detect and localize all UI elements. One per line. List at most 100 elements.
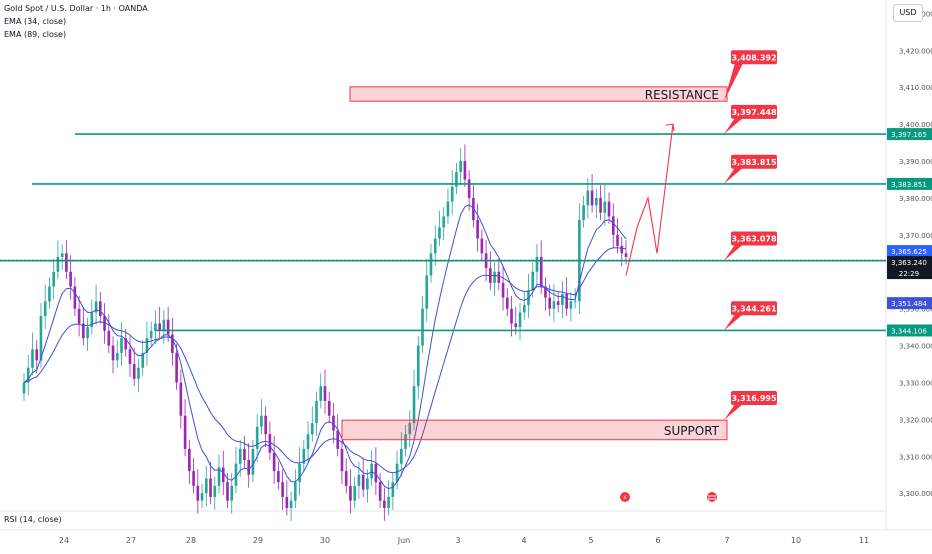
candle (404, 434, 407, 449)
axis-level-tag-text: 3,344.106 (891, 327, 927, 335)
callout-badge-text: 3,408.392 (731, 53, 776, 62)
callout-badge (731, 391, 777, 406)
candle (552, 301, 556, 309)
candle (416, 345, 420, 387)
candle (332, 415, 335, 431)
y-tick-label: 3,390.000 (899, 158, 932, 166)
callout-badge (731, 50, 777, 65)
candle (315, 400, 318, 424)
candle (366, 478, 369, 490)
event-flash-icon[interactable] (620, 492, 630, 502)
candle (361, 474, 365, 490)
axis-level-tag (887, 177, 932, 190)
us-flag-event-icon[interactable] (707, 492, 717, 502)
candle (82, 323, 85, 339)
candle (209, 478, 212, 497)
axis-price-badge (887, 256, 932, 269)
candle (298, 463, 301, 483)
candle (370, 463, 373, 479)
candle (357, 474, 361, 486)
candle (497, 271, 501, 283)
candle (446, 201, 450, 217)
candle (221, 467, 225, 483)
x-tick-label: 4 (521, 536, 526, 545)
candle (408, 423, 412, 435)
callout-badge (731, 301, 777, 316)
candle (162, 319, 166, 331)
callout-badge-text: 3,383.815 (731, 158, 776, 167)
candle (272, 452, 276, 472)
candle (213, 485, 217, 497)
candle (539, 257, 543, 287)
candle (590, 190, 594, 206)
y-tick-label: 3,300.000 (899, 490, 932, 498)
x-tick-label: 5 (588, 536, 593, 545)
candle (616, 234, 619, 246)
axis-level-tag (887, 324, 932, 337)
candle (60, 253, 64, 257)
candle (48, 286, 51, 302)
zone-box (341, 419, 728, 441)
x-tick-label: 10 (791, 536, 801, 545)
candle (531, 271, 535, 291)
y-tick-label: 3,310.000 (899, 453, 932, 461)
candle (425, 275, 429, 309)
candle (467, 179, 471, 198)
candle (52, 271, 55, 287)
ema-89-indicator-label[interactable]: EMA (89, close) (4, 30, 67, 39)
candle (340, 448, 344, 472)
candle (327, 400, 331, 416)
candle (429, 253, 433, 276)
candle (128, 349, 132, 365)
x-tick-label: 30 (320, 536, 330, 545)
candle (196, 485, 200, 501)
candle (111, 345, 115, 361)
candle (226, 482, 229, 501)
candle (204, 478, 208, 494)
candle (268, 434, 272, 453)
ema-34-indicator-label[interactable]: EMA (34, close) (4, 17, 67, 26)
candle (149, 330, 153, 339)
candle (251, 448, 255, 475)
candle (522, 304, 526, 313)
candle (234, 463, 238, 486)
candle (378, 482, 382, 501)
callout-pointer (724, 63, 743, 102)
chart-title: Gold Spot / U.S. Dollar · 1h · OANDA (4, 4, 148, 13)
candle (395, 463, 399, 483)
candle (353, 485, 356, 501)
currency-button[interactable]: USD (893, 4, 923, 22)
candle (132, 364, 136, 379)
candle (624, 253, 628, 257)
axis-level-tag-text: 3,383.851 (891, 181, 927, 189)
candle (455, 172, 458, 187)
rsi-indicator-label[interactable]: RSI (14, close) (4, 515, 62, 524)
callout-pointer (724, 314, 743, 331)
candle (77, 308, 81, 324)
candle (294, 482, 297, 501)
candle (158, 323, 161, 331)
candle (86, 327, 89, 339)
candle (65, 253, 68, 272)
callout-badge-text: 3,344.261 (731, 304, 776, 313)
y-tick-label: 3,330.000 (899, 380, 932, 388)
projection-path (625, 124, 674, 276)
x-tick-label: Jun (397, 536, 411, 545)
candle (238, 448, 242, 464)
axis-price-badge (887, 297, 932, 310)
candle (620, 245, 624, 254)
candle (607, 201, 611, 217)
candle (421, 308, 424, 346)
axis-price-badge (887, 267, 932, 280)
candle (544, 286, 547, 298)
candle (90, 312, 94, 328)
candle (120, 338, 123, 353)
candle (459, 161, 462, 173)
callout-pointer (724, 244, 743, 261)
callout-badge (731, 154, 777, 169)
candle (344, 471, 348, 486)
candle (349, 485, 352, 501)
x-tick-label: 29 (253, 536, 263, 545)
